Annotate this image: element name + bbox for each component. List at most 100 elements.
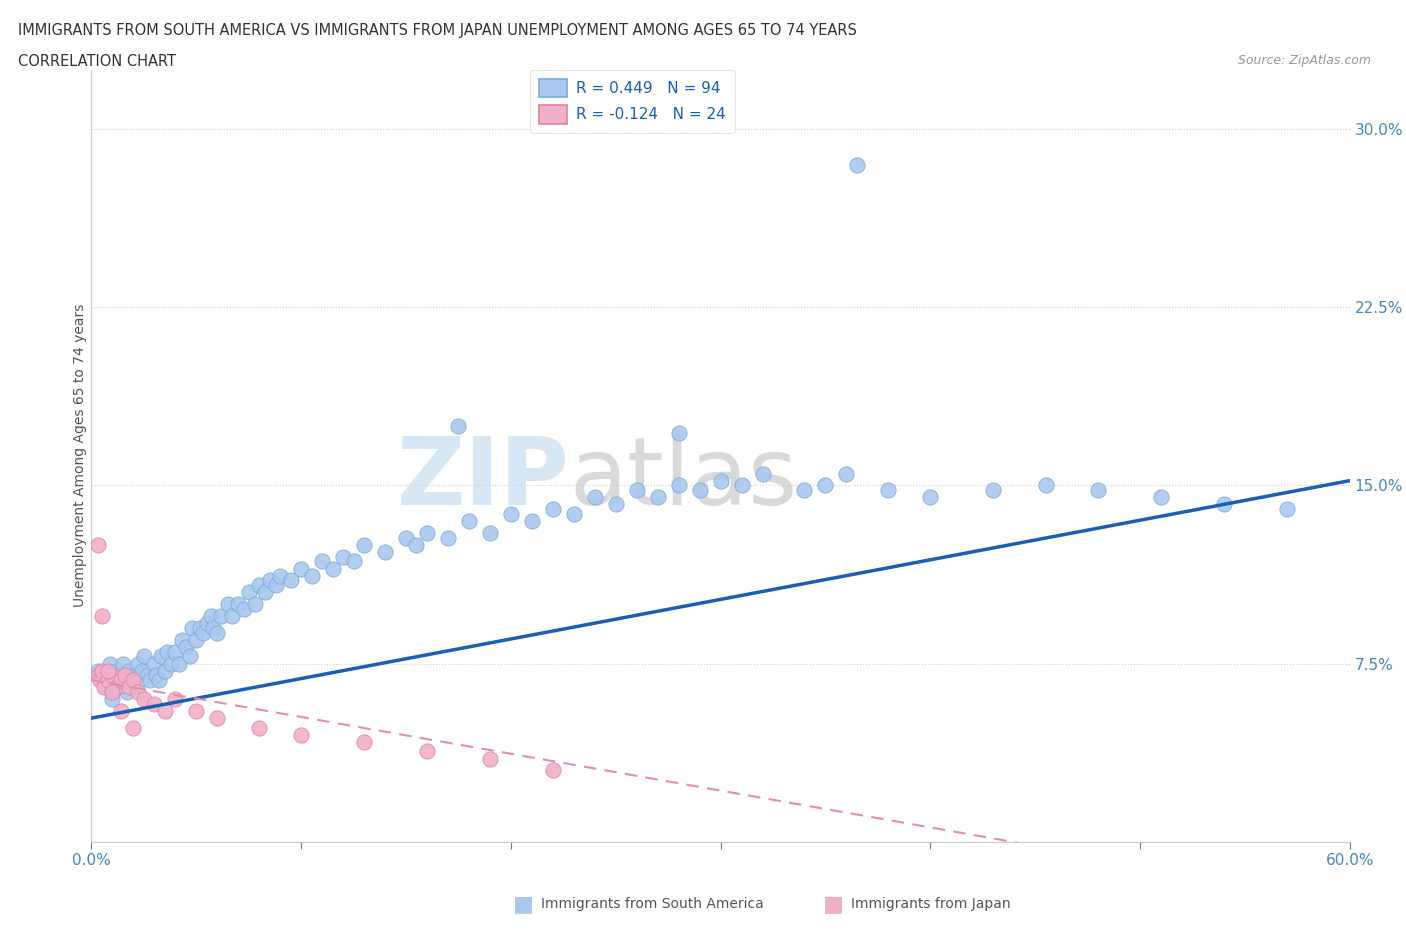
Point — [105, 680, 128, 695]
Point — [353, 538, 375, 552]
Point — [110, 668, 132, 683]
Point — [730, 478, 752, 493]
Point — [217, 597, 239, 612]
Point — [405, 538, 427, 552]
Point — [647, 490, 669, 505]
Point — [148, 672, 170, 687]
Point — [101, 692, 124, 707]
Point — [311, 554, 333, 569]
Point — [145, 668, 167, 683]
Point — [290, 561, 312, 576]
Point — [153, 663, 176, 678]
Point — [105, 663, 128, 678]
Point — [322, 561, 344, 576]
Point — [101, 668, 124, 683]
Point — [97, 663, 120, 678]
Point — [122, 720, 145, 735]
Point — [751, 466, 773, 481]
Text: Immigrants from South America: Immigrants from South America — [541, 897, 763, 911]
Point — [156, 644, 179, 659]
Point — [103, 672, 125, 687]
Point — [280, 573, 302, 588]
Point — [981, 483, 1004, 498]
Point — [499, 507, 522, 522]
Point — [120, 672, 142, 687]
Text: IMMIGRANTS FROM SOUTH AMERICA VS IMMIGRANTS FROM JAPAN UNEMPLOYMENT AMONG AGES 6: IMMIGRANTS FROM SOUTH AMERICA VS IMMIGRA… — [18, 23, 858, 38]
Point — [793, 483, 815, 498]
Point — [143, 697, 166, 711]
Point — [191, 625, 214, 640]
Point — [132, 649, 155, 664]
Point — [122, 672, 145, 687]
Point — [186, 632, 208, 647]
Text: atlas: atlas — [569, 432, 797, 525]
Point — [122, 680, 145, 695]
Point — [264, 578, 287, 592]
Point — [1035, 478, 1057, 493]
Point — [128, 672, 150, 687]
Point — [169, 656, 191, 671]
Point — [86, 538, 108, 552]
Point — [86, 668, 108, 683]
Point — [136, 668, 159, 683]
Point — [626, 483, 648, 498]
Point — [1150, 490, 1173, 505]
Point — [1275, 501, 1298, 516]
Text: CORRELATION CHART: CORRELATION CHART — [18, 54, 176, 69]
Point — [118, 680, 141, 695]
Point — [160, 656, 183, 671]
Point — [416, 525, 439, 540]
Point — [127, 656, 149, 671]
Point — [139, 672, 162, 687]
Point — [205, 711, 228, 725]
Point — [520, 513, 543, 528]
Text: ZIP: ZIP — [396, 432, 569, 525]
Point — [94, 680, 117, 695]
Point — [541, 763, 564, 777]
Point — [179, 649, 201, 664]
Point — [124, 668, 146, 683]
Text: ■: ■ — [823, 894, 844, 914]
Y-axis label: Unemployment Among Ages 65 to 74 years: Unemployment Among Ages 65 to 74 years — [73, 304, 87, 607]
Point — [98, 656, 121, 671]
Point — [1213, 497, 1236, 512]
Point — [202, 620, 225, 635]
Point — [290, 727, 312, 742]
Point — [114, 668, 136, 683]
Point — [395, 530, 418, 545]
Point — [541, 501, 564, 516]
Point — [110, 704, 132, 719]
Point — [115, 684, 138, 699]
Text: Immigrants from Japan: Immigrants from Japan — [851, 897, 1011, 911]
Point — [195, 616, 218, 631]
Point — [131, 663, 153, 678]
Point — [301, 568, 323, 583]
Point — [86, 663, 108, 678]
Point — [254, 585, 277, 600]
Point — [835, 466, 858, 481]
Point — [90, 672, 112, 687]
Point — [90, 663, 112, 678]
Point — [689, 483, 711, 498]
Point — [107, 680, 129, 695]
Point — [209, 608, 232, 623]
Point — [342, 554, 364, 569]
Text: ■: ■ — [513, 894, 534, 914]
Point — [114, 672, 136, 687]
Point — [562, 507, 585, 522]
Point — [416, 744, 439, 759]
Point — [132, 692, 155, 707]
Point — [447, 418, 470, 433]
Point — [605, 497, 627, 512]
Point — [127, 684, 149, 699]
Point — [374, 544, 396, 559]
Point — [238, 585, 260, 600]
Point — [190, 620, 212, 635]
Point — [1087, 483, 1109, 498]
Point — [97, 668, 120, 683]
Point — [97, 672, 120, 687]
Point — [437, 530, 460, 545]
Point — [90, 608, 112, 623]
Point — [920, 490, 942, 505]
Point — [153, 704, 176, 719]
